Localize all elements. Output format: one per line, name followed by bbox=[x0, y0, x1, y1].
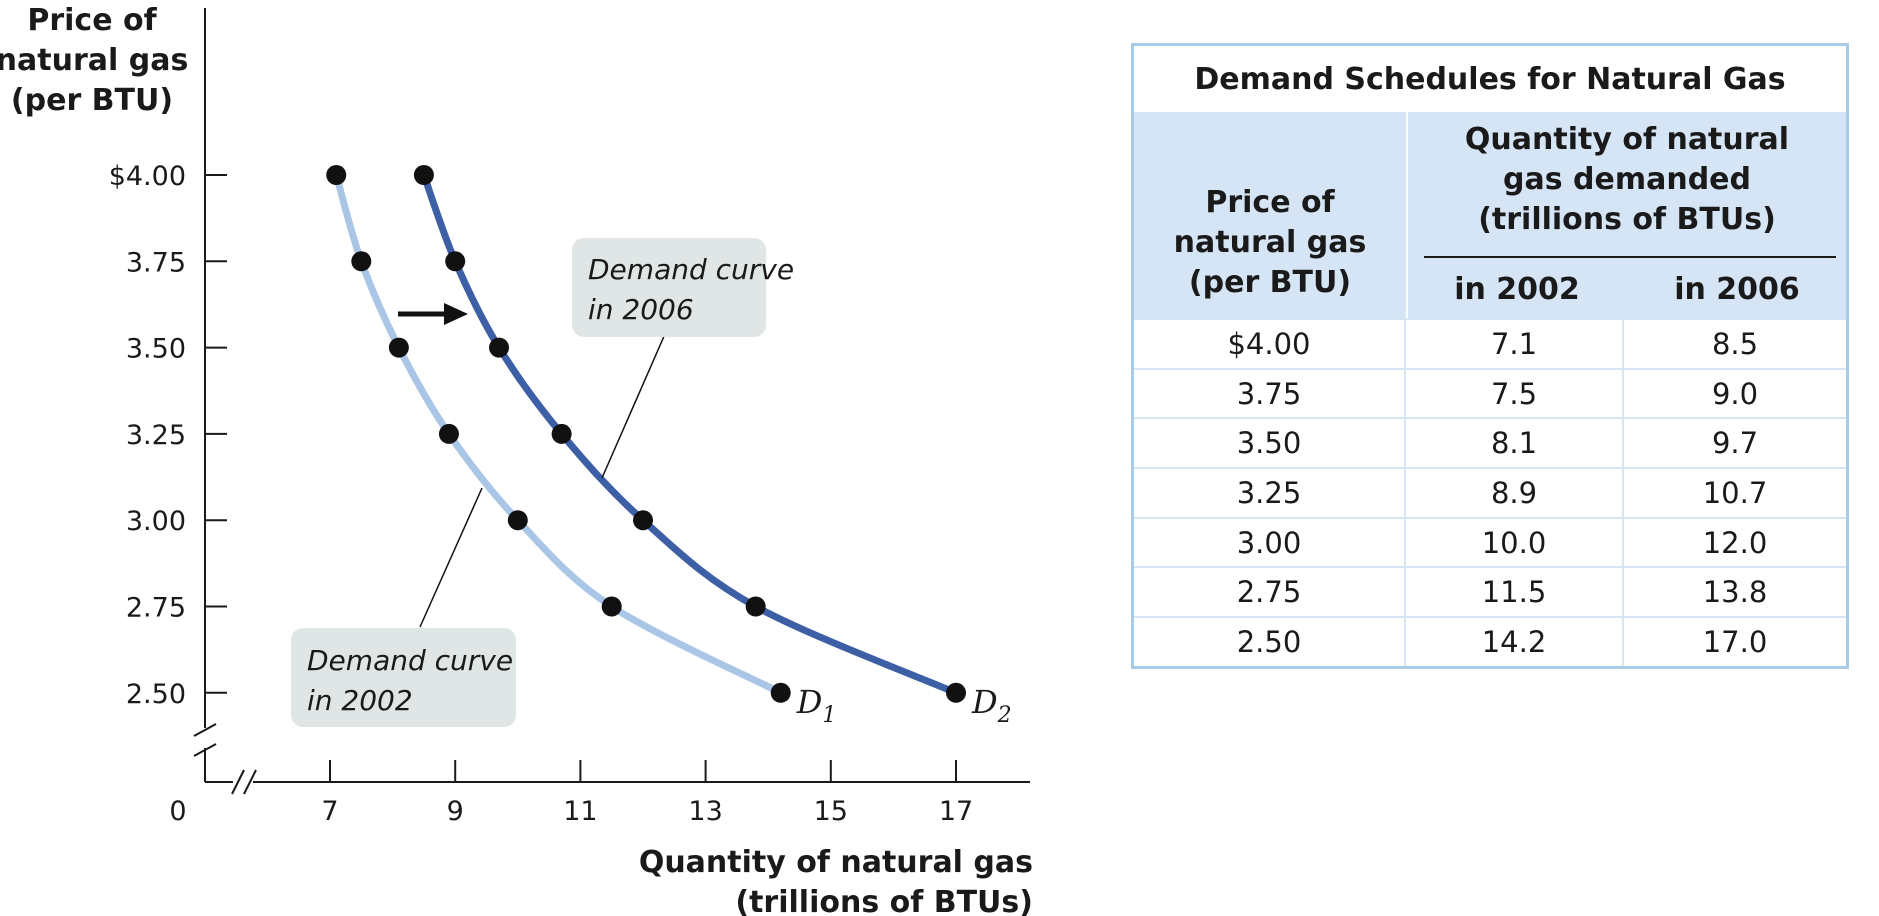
quantity-2006-cell: 10.7 bbox=[1702, 475, 1768, 510]
data-point bbox=[413, 165, 434, 185]
y-axis-title: Price of bbox=[27, 3, 157, 38]
data-point bbox=[438, 423, 459, 444]
x-tick-label: 7 bbox=[321, 796, 338, 827]
table-title: Demand Schedules for Natural Gas bbox=[1194, 62, 1786, 97]
annotation-box-2006 bbox=[572, 238, 766, 337]
y-tick-label: $4.00 bbox=[109, 161, 186, 192]
quantity-2006-cell: 8.5 bbox=[1711, 326, 1759, 361]
annotation-text: in 2002 bbox=[307, 684, 413, 717]
y-tick-label: 2.75 bbox=[126, 593, 186, 624]
year-2006-header: in 2006 bbox=[1674, 272, 1800, 307]
annotation-box-2002 bbox=[291, 628, 516, 727]
annotation-leader-2006 bbox=[601, 333, 666, 479]
x-tick-label: 9 bbox=[447, 796, 464, 827]
price-cell: 2.50 bbox=[1134, 618, 1406, 666]
shift-arrow-head bbox=[444, 303, 468, 325]
demand-chart: $4.00 3.75 3.50 3.25 3.00 2.75 2.50 7 9 11 13 15 17 0… bbox=[0, 3, 1033, 916]
x-tick-label: 13 bbox=[688, 796, 722, 827]
table-header: Price of natural gas (per BTU) Quantity … bbox=[1134, 112, 1846, 318]
x-axis-title: (trillions of BTUs) bbox=[735, 885, 1033, 916]
quantity-2006-cell: 9.7 bbox=[1711, 426, 1759, 461]
quantity-2002-cell: 7.5 bbox=[1406, 369, 1624, 418]
y-axis-break-mark bbox=[193, 743, 217, 757]
year-2002-header: in 2002 bbox=[1454, 272, 1580, 307]
table-row: 2.75 11.5 13.8 bbox=[1134, 566, 1846, 617]
data-point bbox=[326, 165, 347, 185]
price-cell: 3.25 bbox=[1134, 469, 1406, 517]
annotation-text: in 2006 bbox=[588, 293, 694, 326]
data-point bbox=[388, 337, 409, 358]
quantity-2002-cell: 11.5 bbox=[1406, 568, 1624, 617]
data-point bbox=[507, 510, 528, 531]
data-point bbox=[946, 682, 966, 703]
y-axis-title: (per BTU) bbox=[11, 83, 173, 118]
header-rule bbox=[1424, 256, 1836, 258]
quantity-2006-cell: 17.0 bbox=[1702, 624, 1768, 659]
y-axis-title: natural gas bbox=[0, 43, 188, 78]
quantity-2006-cell: 9.0 bbox=[1711, 376, 1759, 411]
curve-label-letter: D bbox=[796, 683, 823, 721]
data-point bbox=[445, 251, 466, 272]
quantity-2006-cell: 12.0 bbox=[1702, 525, 1768, 560]
quantity-2006-cell: 13.8 bbox=[1702, 575, 1768, 610]
price-cell: 3.50 bbox=[1134, 419, 1406, 468]
quantity-2002-cell: 10.0 bbox=[1406, 518, 1624, 567]
quantity-2002-cell: 8.1 bbox=[1406, 419, 1624, 468]
annotation-leader-2002 bbox=[419, 487, 483, 628]
price-column-header: Price of natural gas (per BTU) bbox=[1173, 185, 1367, 300]
header-divider bbox=[1406, 112, 1408, 318]
x-tick-label: 11 bbox=[563, 796, 597, 827]
curve-label-d2: D2 bbox=[971, 683, 1012, 728]
data-point bbox=[633, 510, 653, 531]
table-row: 3.00 10.0 12.0 bbox=[1134, 516, 1846, 567]
origin-label: 0 bbox=[169, 796, 186, 827]
y-tick-label: 3.25 bbox=[126, 420, 186, 451]
y-tick-label: 2.50 bbox=[126, 679, 186, 710]
data-point bbox=[745, 596, 766, 617]
data-point bbox=[551, 423, 572, 444]
data-point bbox=[770, 682, 791, 703]
price-cell: 2.75 bbox=[1134, 568, 1406, 617]
x-tick-label: 15 bbox=[814, 796, 848, 827]
data-point bbox=[489, 337, 510, 358]
x-axis-title: Quantity of natural gas bbox=[639, 845, 1033, 880]
demand-schedule-table: Demand Schedules for Natural Gas Price o… bbox=[1131, 43, 1849, 669]
annotation-text: Demand curve bbox=[588, 253, 794, 286]
y-axis-break-mark bbox=[193, 723, 217, 737]
data-point bbox=[601, 596, 622, 617]
quantity-column-header: Quantity of natural gas demanded (trilli… bbox=[1464, 122, 1790, 237]
table-row: $4.00 7.1 8.5 bbox=[1134, 318, 1846, 368]
x-axis-break-mark bbox=[243, 769, 257, 795]
table-row: 3.50 8.1 9.7 bbox=[1134, 417, 1846, 468]
y-tick-label: 3.50 bbox=[126, 334, 186, 365]
table-row: 2.50 14.2 17.0 bbox=[1134, 616, 1846, 666]
table-body: $4.00 7.1 8.5 3.75 7.5 9.0 3.50 8.1 9.7 3.25 8.9 10… bbox=[1134, 318, 1846, 666]
quantity-2002-cell: 8.9 bbox=[1406, 469, 1624, 517]
curve-label-subscript: 2 bbox=[997, 703, 1012, 728]
quantity-2002-cell: 7.1 bbox=[1406, 320, 1624, 368]
x-axis-break-mark bbox=[231, 769, 245, 795]
price-cell: 3.75 bbox=[1134, 369, 1406, 418]
table-row: 3.25 8.9 10.7 bbox=[1134, 467, 1846, 517]
table-row: 3.75 7.5 9.0 bbox=[1134, 367, 1846, 418]
curve-label-subscript: 1 bbox=[822, 703, 836, 728]
quantity-2002-cell: 14.2 bbox=[1406, 618, 1624, 666]
y-tick-label: 3.00 bbox=[126, 506, 186, 537]
price-cell: $4.00 bbox=[1134, 320, 1406, 368]
curve-label-letter: D bbox=[971, 683, 998, 721]
data-point bbox=[351, 251, 372, 272]
x-tick-label: 17 bbox=[939, 796, 973, 827]
curve-label-d1: D1 bbox=[796, 683, 837, 728]
y-tick-label: 3.75 bbox=[126, 247, 186, 278]
price-cell: 3.00 bbox=[1134, 518, 1406, 567]
annotation-text: Demand curve bbox=[307, 644, 513, 677]
